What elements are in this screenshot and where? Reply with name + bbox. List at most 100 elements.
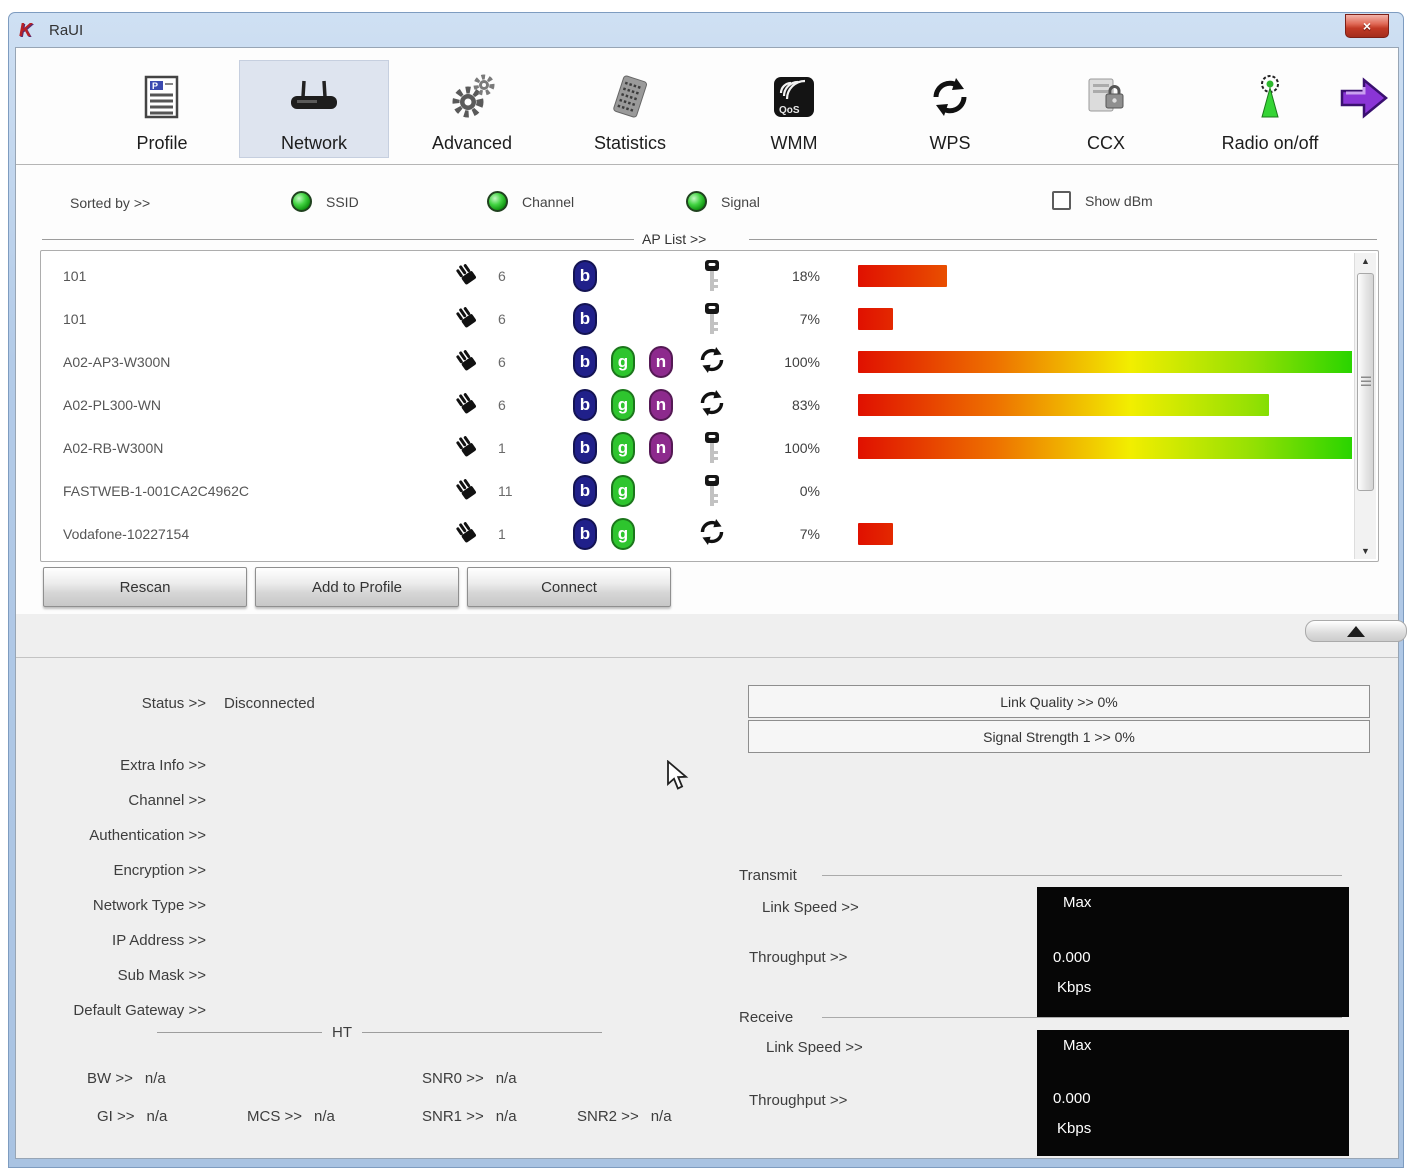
ccx-icon: [1083, 60, 1129, 133]
collapse-button[interactable]: [1305, 620, 1407, 642]
mode-badge-n: n: [649, 346, 673, 378]
profile-icon: P: [142, 60, 182, 133]
mode-badge-n: n: [649, 432, 673, 464]
collapse-arrow-icon: [1347, 625, 1365, 637]
transmit-throughput-unit: Kbps: [1057, 979, 1092, 996]
tab-label: Network: [280, 133, 347, 153]
statistics-icon: [608, 60, 652, 133]
aplist-divider-left: [42, 239, 634, 240]
next-page-arrow-icon[interactable]: [1338, 76, 1390, 125]
key-icon: [696, 302, 728, 336]
ap-row[interactable]: 101 6 b 7%: [41, 298, 1352, 341]
client-area: P Profile Network Advanced Statistics QoS WMM W…: [15, 47, 1407, 1159]
tab-ccx[interactable]: CCX: [1031, 60, 1181, 158]
mode-badge-g: g: [611, 389, 635, 421]
ap-ssid: FASTWEB-1-001CA2C4962C: [63, 483, 249, 499]
wps-icon: [696, 345, 728, 375]
add-to-profile-button[interactable]: Add to Profile: [255, 567, 459, 607]
tab-wmm[interactable]: QoS WMM: [719, 60, 869, 158]
transmit-readout: Max 0.000 Kbps: [1037, 887, 1349, 1017]
receive-throughput-unit: Kbps: [1057, 1120, 1092, 1137]
network-icon: [288, 60, 340, 133]
checkbox-icon[interactable]: [1052, 191, 1071, 210]
ht-gi: GI >> n/a: [97, 1108, 168, 1125]
sorted-by-label: Sorted by >>: [70, 195, 151, 211]
ap-signal-percent: 83%: [791, 397, 820, 413]
radio-button-icon[interactable]: [291, 191, 312, 212]
tab-label: Statistics: [593, 133, 667, 153]
ap-list-rows: 101 6 b 18% 101 6 b 7% A02-AP3-W300N 6 b…: [41, 255, 1352, 561]
svg-text:QoS: QoS: [779, 105, 800, 116]
ap-signal-percent: 0%: [799, 483, 820, 499]
receive-section-title: Receive: [739, 1009, 794, 1026]
close-button[interactable]: ×: [1345, 14, 1389, 38]
tab-radio-on-off[interactable]: Radio on/off: [1195, 60, 1345, 158]
radio-button-icon[interactable]: [487, 191, 508, 212]
tab-wps[interactable]: WPS: [875, 60, 1025, 158]
application-window: K RaUI × P Profile Network Advanced Statisti…: [8, 12, 1407, 1168]
transmit-link-speed-label: Link Speed >>: [762, 899, 859, 916]
scrollbar-thumb[interactable]: [1357, 273, 1374, 491]
tab-label: Radio on/off: [1221, 133, 1319, 153]
ht-label: HT: [332, 1024, 352, 1041]
tab-statistics[interactable]: Statistics: [555, 60, 705, 158]
sort-radio-channel[interactable]: Channel: [487, 191, 574, 212]
ap-channel: 11: [498, 483, 513, 499]
link-quality-bar: Link Quality >> 0%: [748, 685, 1370, 718]
tab-advanced[interactable]: Advanced: [397, 60, 547, 158]
ap-signal-percent: 100%: [784, 354, 820, 370]
tab-network[interactable]: Network: [239, 60, 389, 158]
tab-profile[interactable]: P Profile: [87, 60, 237, 158]
ap-row[interactable]: bg: [41, 556, 1352, 561]
ht-snr2: SNR2 >> n/a: [577, 1108, 672, 1125]
signal-hand-icon: [454, 434, 480, 467]
titlebar[interactable]: K RaUI: [9, 13, 1403, 47]
mouse-cursor: [664, 759, 690, 795]
sort-radio-signal[interactable]: Signal: [686, 191, 760, 212]
sort-radio-ssid[interactable]: SSID: [291, 191, 359, 212]
ap-mode-badges: b: [573, 260, 597, 292]
ht-divider-left: [157, 1032, 322, 1033]
ap-ssid: A02-PL300-WN: [63, 397, 162, 413]
receive-link-speed-label: Link Speed >>: [766, 1039, 863, 1056]
ap-channel: 6: [498, 354, 506, 370]
scroll-up-arrow-icon[interactable]: ▲: [1361, 256, 1370, 266]
radio-button-icon[interactable]: [686, 191, 707, 212]
scroll-down-arrow-icon[interactable]: ▼: [1361, 546, 1370, 556]
ap-ssid: 101: [63, 268, 87, 284]
ap-channel: 1: [498, 440, 506, 456]
transmit-section-title: Transmit: [739, 867, 797, 884]
tab-label: Advanced: [431, 133, 513, 153]
ap-ssid: A02-RB-W300N: [63, 440, 164, 456]
ap-signal-bar: [858, 265, 947, 287]
ap-signal-bar: [858, 308, 893, 330]
ap-signal-percent: 7%: [799, 526, 820, 542]
ap-channel: 6: [498, 268, 506, 284]
wps-icon: [696, 517, 728, 547]
wmm-icon: QoS: [772, 60, 816, 133]
connect-button[interactable]: Connect: [467, 567, 671, 607]
transmit-divider: [822, 875, 1342, 876]
ht-mcs: MCS >> n/a: [247, 1108, 335, 1125]
signal-hand-icon: [454, 348, 480, 381]
transmit-throughput-label: Throughput >>: [749, 949, 848, 966]
mode-badge-g: g: [611, 432, 635, 464]
tab-label: CCX: [1086, 133, 1125, 153]
tab-label: WMM: [770, 133, 818, 153]
show-dbm-checkbox-group[interactable]: Show dBm: [1052, 191, 1153, 210]
signal-hand-icon: [454, 305, 480, 338]
rescan-button[interactable]: Rescan: [43, 567, 247, 607]
receive-throughput-label: Throughput >>: [749, 1092, 848, 1109]
mode-badge-b: b: [573, 260, 597, 292]
window-title: RaUI: [49, 21, 84, 39]
signal-hand-icon: [454, 520, 480, 553]
ap-row[interactable]: 101 6 b 18%: [41, 255, 1352, 298]
